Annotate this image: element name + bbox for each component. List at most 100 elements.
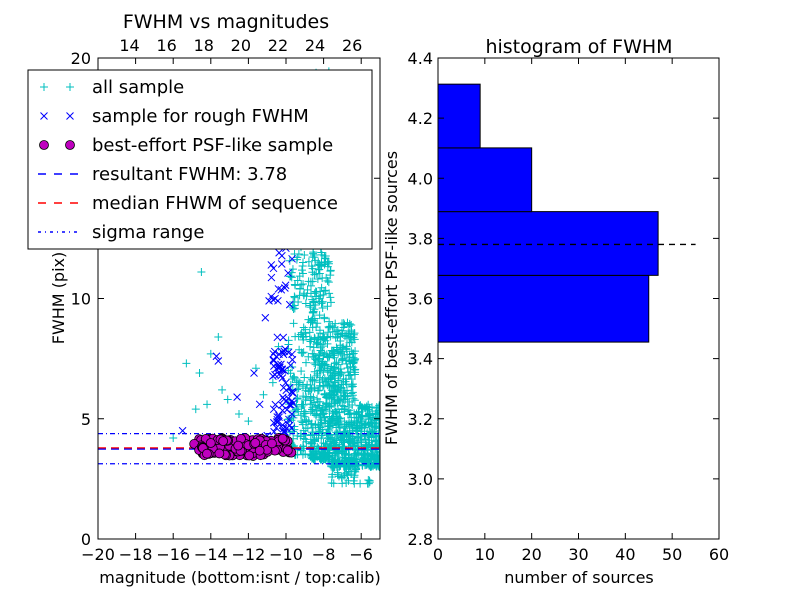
all-sample-point-1426	[358, 461, 367, 470]
rough-sample-point-94	[280, 395, 288, 404]
legend-marker-0-0	[40, 83, 48, 91]
psf-sample-point-129	[282, 445, 293, 456]
all-sample-point-696	[315, 427, 324, 436]
all-sample-point-489	[315, 326, 324, 335]
all-sample-point-700	[316, 455, 325, 464]
scatter-y-tick-label-2: 10	[71, 290, 91, 309]
histogram-x-tick-label-4: 40	[615, 545, 635, 564]
all-sample-point-722	[321, 454, 330, 463]
all-sample-point-531	[325, 289, 334, 298]
all-sample-point-685	[310, 436, 319, 445]
all-sample-point-594	[309, 249, 318, 258]
rough-sample-point-99	[271, 400, 280, 409]
all-sample-point-119	[304, 257, 313, 266]
all-sample-point-945	[349, 358, 358, 367]
all-sample-point-1131	[336, 427, 345, 436]
all-sample-point-1115	[345, 435, 354, 444]
legend-marker-0-1	[66, 83, 74, 91]
scatter-x-tick-label-1: −18	[119, 545, 153, 564]
all-sample-point-144	[299, 434, 308, 443]
all-sample-point-557	[315, 311, 324, 320]
psf-sample-series	[189, 433, 297, 461]
all-sample-point-1136	[336, 461, 345, 470]
histogram-y-tick-label-4: 3.6	[408, 290, 433, 309]
all-sample-point-1413	[356, 432, 365, 441]
all-sample-point-169	[299, 323, 308, 332]
all-sample-point-1120	[345, 409, 354, 418]
rough-sample-point-32	[275, 248, 283, 257]
all-sample-point-725	[307, 400, 316, 409]
rough-sample-point-15	[281, 284, 289, 292]
legend-label-2: best-effort PSF-like sample	[92, 135, 333, 156]
all-sample-point-1080	[339, 323, 348, 332]
all-sample-point-1016	[339, 449, 348, 458]
all-sample-point-381	[312, 287, 321, 296]
all-sample-point-430	[310, 289, 319, 298]
rough-sample-point-35	[285, 300, 294, 309]
rough-sample-point-3	[233, 393, 241, 401]
rough-sample-point-65	[284, 348, 293, 357]
all-sample-point-570	[314, 397, 323, 406]
scatter-x-tick-label-3: −14	[194, 545, 228, 564]
histogram-x-tick-label-3: 30	[568, 545, 588, 564]
histogram-y-tick-label-8: 4.4	[408, 49, 433, 68]
all-sample-point-411	[324, 328, 333, 337]
all-sample-point-719	[311, 421, 320, 430]
all-sample-point-1402	[357, 412, 366, 421]
rough-sample-point-23	[274, 285, 283, 293]
all-sample-point-1119	[327, 362, 336, 371]
all-sample-point-1364	[372, 454, 380, 463]
all-sample-point-736	[315, 450, 324, 459]
all-sample-point-721	[327, 298, 336, 307]
scatter-y-tick-label-1: 5	[81, 410, 91, 429]
all-sample-point-175	[302, 358, 311, 367]
all-sample-point-1442	[352, 464, 361, 473]
all-sample-point-409	[308, 295, 317, 304]
psf-sample-point-145	[250, 438, 261, 448]
psf-sample-point-133	[205, 438, 216, 448]
all-sample-point-234	[323, 302, 332, 311]
all-sample-point-108	[290, 373, 299, 382]
scatter-x-tick-label-5: −10	[269, 545, 303, 564]
scatter-panel: FWHM vs magnitudes 14 16 18 20 22 24 26 −20 −18…	[49, 11, 381, 587]
all-sample-point-1093	[344, 322, 353, 331]
all-sample-point-1158	[330, 323, 339, 332]
all-sample-point-180	[301, 409, 310, 418]
scatter-x-tick-label-4: −12	[232, 545, 266, 564]
rough-sample-point-85	[288, 410, 296, 418]
rough-sample-point-75	[271, 370, 279, 379]
scatter-top-tick-label-0: 14	[119, 36, 139, 55]
all-sample-point-1128	[339, 391, 348, 400]
all-sample-point-1448	[337, 473, 346, 482]
rough-sample-point-25	[277, 260, 286, 268]
histogram-bar-1	[437, 211, 659, 276]
all-sample-point-164	[298, 258, 307, 267]
all-sample-point-518	[313, 319, 322, 328]
reference-lines	[98, 433, 380, 465]
all-sample-point-162	[301, 299, 310, 308]
legend-label-3: resultant FWHM: 3.78	[92, 164, 287, 185]
all-sample-point-398	[307, 385, 316, 394]
all-sample-point-441	[311, 256, 320, 265]
psf-sample-point-138	[244, 450, 255, 461]
all-sample-point-1095	[340, 450, 349, 459]
all-sample-point-71	[289, 297, 298, 306]
scatter-x-label: magnitude (bottom:isnt / top:calib)	[99, 568, 380, 587]
all-sample-point-123	[292, 255, 301, 264]
histogram-y-tick-label-3: 3.4	[408, 350, 433, 369]
all-sample-point-181	[298, 380, 307, 389]
all-sample-point-1071	[334, 383, 343, 392]
rough-sample-point-97	[269, 405, 278, 414]
all-sample-point-1102	[329, 348, 338, 357]
all-sample-point-635	[309, 307, 318, 316]
histogram-panel: histogram of FWHM 0 10 20 30 40 50 60 2.8 3.0 3.…	[382, 36, 729, 587]
histogram-x-tick-label-5: 50	[662, 545, 682, 564]
rough-sample-point-2	[214, 357, 223, 365]
all-sample-point-585	[325, 317, 334, 326]
all-sample-point-1046	[342, 380, 351, 389]
all-sample-point-153	[289, 305, 298, 314]
rough-sample-point-83	[282, 386, 291, 395]
all-sample-point-320	[310, 384, 319, 393]
all-sample-point-1415	[368, 407, 377, 416]
